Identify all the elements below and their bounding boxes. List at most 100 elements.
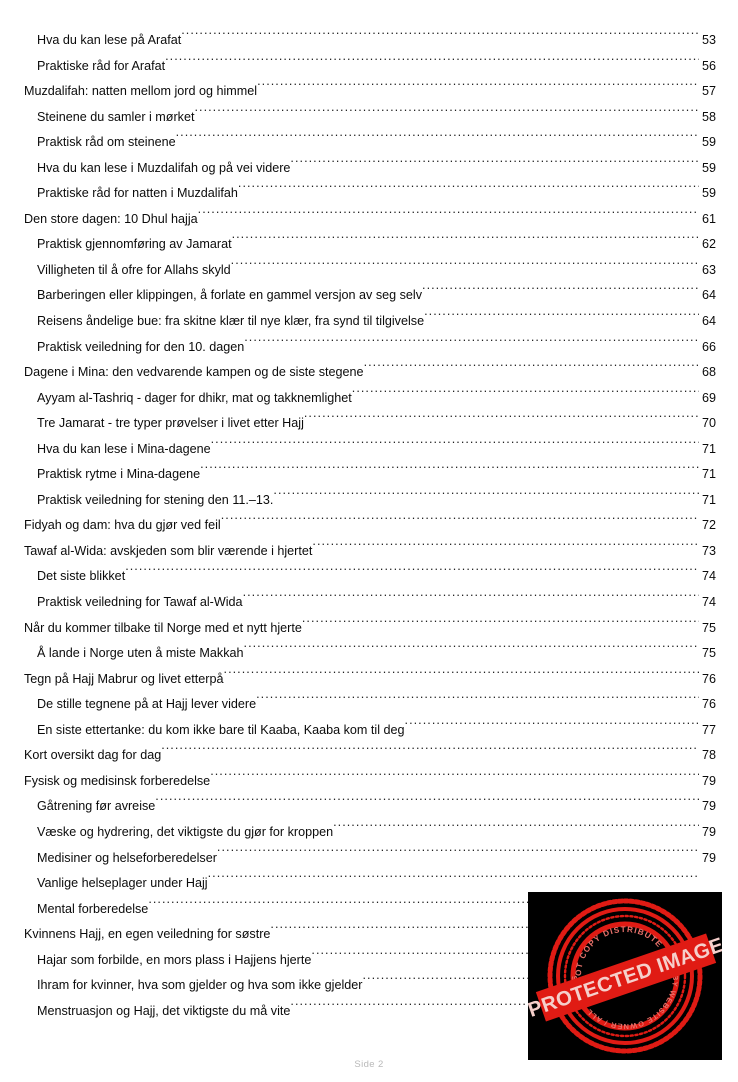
toc-dot-leader [352, 389, 699, 402]
toc-entry-title: Praktisk veiledning for Tawaf al-Wida [37, 595, 243, 610]
toc-entry[interactable]: Mental forberedelse [0, 897, 738, 923]
toc-entry[interactable]: Væske og hydrering, det viktigste du gjø… [0, 820, 738, 846]
table-of-contents: Hva du kan lese på Arafat 53 Praktiske råd… [0, 28, 738, 1024]
toc-dot-leader [224, 670, 699, 683]
toc-entry[interactable]: Muzdalifah: natten mellom jord og himmel… [0, 79, 738, 105]
toc-entry[interactable]: Gåtrening før avreise 79 [0, 794, 738, 820]
toc-entry-title: Tre Jamarat - tre typer prøvelser i live… [37, 416, 304, 431]
toc-dot-leader [270, 926, 699, 939]
toc-dot-leader [333, 823, 699, 836]
toc-entry[interactable]: Kort oversikt dag for dag 78 [0, 743, 738, 769]
protected-image-watermark: DO NOT COPY DISTRIBUTE OR REUSE BY WEBSI… [528, 892, 722, 1060]
toc-entry-page-number: 71 [701, 441, 716, 456]
toc-entry[interactable]: Dagene i Mina: den vedvarende kampen og … [0, 360, 738, 386]
toc-entry[interactable]: Steinene du samler i mørket 58 [0, 105, 738, 131]
toc-dot-leader [244, 645, 699, 658]
toc-dot-leader [148, 900, 699, 913]
toc-entry[interactable]: De stille tegnene på at Hajj lever vider… [0, 692, 738, 718]
toc-entry-title: Praktiske råd for Arafat [37, 58, 166, 73]
toc-dot-leader [161, 747, 699, 760]
toc-entry[interactable]: En siste ettertanke: du kom ikke bare ti… [0, 718, 738, 744]
toc-entry[interactable]: Menstruasjon og Hajj, det viktigste du m… [0, 999, 738, 1025]
toc-dot-leader [257, 83, 699, 96]
toc-entry-title: Hajar som forbilde, en mors plass i Hajj… [37, 952, 312, 967]
toc-entry[interactable]: Ayyam al-Tashriq - dager for dhikr, mat … [0, 386, 738, 412]
toc-dot-leader [198, 210, 699, 223]
toc-entry-page-number: 79 [701, 799, 716, 814]
toc-entry[interactable]: Fysisk og medisinsk forberedelse 79 [0, 769, 738, 795]
toc-entry[interactable]: Kvinnens Hajj, en egen veiledning for sø… [0, 922, 738, 948]
toc-entry[interactable]: Praktisk råd om steinene 59 [0, 130, 738, 156]
protected-stamp: DO NOT COPY DISTRIBUTE OR REUSE BY WEBSI… [528, 896, 722, 1056]
toc-entry-page-number: 57 [701, 84, 716, 99]
toc-dot-leader [273, 491, 699, 504]
toc-entry[interactable]: Praktisk veiledning for Tawaf al-Wida 74 [0, 590, 738, 616]
toc-entry-title: Praktisk veiledning for den 10. dagen [37, 339, 245, 354]
toc-entry-title: Væske og hydrering, det viktigste du gjø… [37, 824, 334, 839]
toc-entry[interactable]: Å lande i Norge uten å miste Makkah 75 [0, 641, 738, 667]
toc-entry-page-number: 76 [701, 671, 716, 686]
toc-entry-title: Praktisk rytme i Mina-dagene [37, 467, 201, 482]
toc-entry[interactable]: Praktisk veiledning for den 10. dagen 66 [0, 335, 738, 361]
toc-dot-leader [244, 338, 699, 351]
toc-entry-page-number: 71 [701, 467, 716, 482]
toc-entry[interactable]: Hajar som forbilde, en mors plass i Hajj… [0, 948, 738, 974]
toc-entry[interactable]: Det siste blikket 74 [0, 564, 738, 590]
toc-entry-page-number: 64 [701, 314, 716, 329]
toc-entry[interactable]: Vanlige helseplager under Hajj [0, 871, 738, 897]
toc-entry-page-number: 68 [701, 365, 716, 380]
toc-entry-page-number: 73 [701, 543, 716, 558]
toc-entry-page-number: 77 [701, 722, 716, 737]
toc-dot-leader [208, 874, 699, 887]
toc-entry[interactable]: Fidyah og dam: hva du gjør ved feil 72 [0, 513, 738, 539]
toc-entry-page-number: 66 [701, 339, 716, 354]
toc-entry[interactable]: Når du kommer tilbake til Norge med et n… [0, 616, 738, 642]
toc-entry-title: Kvinnens Hajj, en egen veiledning for sø… [24, 927, 271, 942]
toc-dot-leader [211, 440, 699, 453]
toc-dot-leader [424, 312, 699, 325]
toc-entry-page-number: 56 [701, 58, 716, 73]
toc-entry-page-number: 59 [701, 160, 716, 175]
toc-entry-page-number: 71 [701, 492, 716, 507]
toc-entry-title: Dagene i Mina: den vedvarende kampen og … [24, 365, 364, 380]
toc-entry[interactable]: Praktisk veiledning for stening den 11.–… [0, 488, 738, 514]
toc-entry-title: Praktiske råd for natten i Muzdalifah [37, 186, 238, 201]
toc-entry[interactable]: Barberingen eller klippingen, å forlate … [0, 283, 738, 309]
toc-dot-leader [302, 619, 699, 632]
toc-entry-title: Barberingen eller klippingen, å forlate … [37, 288, 423, 303]
toc-entry[interactable]: Hva du kan lese i Mina-dagene 71 [0, 437, 738, 463]
toc-entry-title: Muzdalifah: natten mellom jord og himmel [24, 84, 258, 99]
toc-entry-title: Ayyam al-Tashriq - dager for dhikr, mat … [37, 390, 352, 405]
toc-dot-leader [290, 159, 699, 172]
toc-entry[interactable]: Hva du kan lese i Muzdalifah og på vei v… [0, 156, 738, 182]
toc-entry[interactable]: Den store dagen: 10 Dhul hajja 61 [0, 207, 738, 233]
toc-entry[interactable]: Tre Jamarat - tre typer prøvelser i live… [0, 411, 738, 437]
toc-dot-leader [181, 31, 699, 44]
toc-entry[interactable]: Reisens åndelige bue: fra skitne klær ti… [0, 309, 738, 335]
toc-entry-title: Når du kommer tilbake til Norge med et n… [24, 620, 302, 635]
page-footer: Side 2 [0, 1059, 738, 1070]
toc-entry[interactable]: Praktisk gjennomføring av Jamarat 62 [0, 232, 738, 258]
toc-entry[interactable]: Medisiner og helseforberedelser 79 [0, 846, 738, 872]
toc-entry[interactable]: Hva du kan lese på Arafat 53 [0, 28, 738, 54]
toc-entry-title: Den store dagen: 10 Dhul hajja [24, 211, 198, 226]
toc-entry-title: Medisiner og helseforberedelser [37, 850, 217, 865]
toc-entry[interactable]: Praktiske råd for natten i Muzdalifah 59 [0, 181, 738, 207]
toc-entry-page-number: 64 [701, 288, 716, 303]
toc-entry[interactable]: Tawaf al-Wida: avskjeden som blir værend… [0, 539, 738, 565]
toc-entry-page-number: 79 [701, 773, 716, 788]
toc-entry[interactable]: Praktiske råd for Arafat 56 [0, 54, 738, 80]
toc-dot-leader [422, 287, 699, 300]
toc-entry[interactable]: Tegn på Hajj Mabrur og livet etterpå 76 [0, 667, 738, 693]
toc-entry-page-number: 74 [701, 569, 716, 584]
toc-dot-leader [312, 542, 699, 555]
toc-entry-title: Hva du kan lese i Muzdalifah og på vei v… [37, 160, 291, 175]
toc-entry-page-number: 69 [701, 390, 716, 405]
toc-entry[interactable]: Praktisk rytme i Mina-dagene 71 [0, 462, 738, 488]
toc-entry[interactable]: Villigheten til å ofre for Allahs skyld 6… [0, 258, 738, 284]
toc-entry-title: Å lande i Norge uten å miste Makkah [37, 646, 244, 661]
toc-dot-leader [405, 721, 699, 734]
toc-dot-leader [232, 236, 699, 249]
toc-dot-leader [210, 772, 699, 785]
